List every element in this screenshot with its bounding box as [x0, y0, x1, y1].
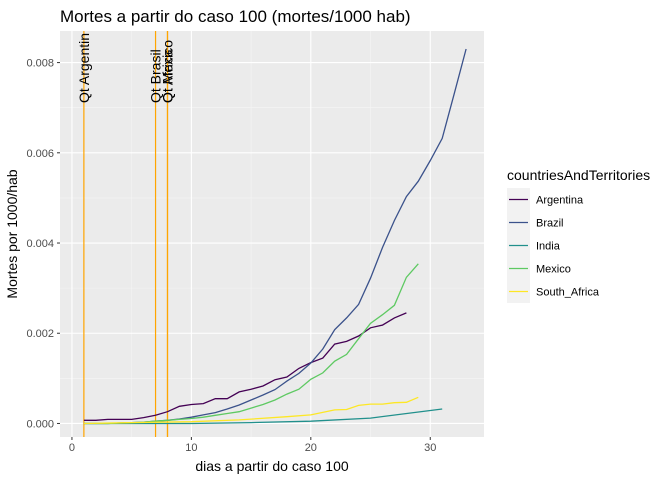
x-tick-label: 30 [424, 442, 436, 454]
legend-label: South_Africa [536, 287, 600, 299]
legend-label: Mexico [536, 264, 571, 276]
y-tick-label: 0.006 [26, 148, 54, 160]
vline-label: Qt Mexico [159, 40, 175, 103]
y-tick-label: 0.000 [26, 418, 54, 430]
legend-label: India [536, 241, 561, 253]
plot-panel [60, 31, 484, 437]
series-line-argentina [83, 312, 407, 421]
chart-title: Mortes a partir do caso 100 (mortes/1000… [60, 7, 411, 26]
legend-label: Argentina [536, 195, 584, 207]
series-line-south_africa [83, 396, 419, 425]
y-axis: 0.000 0.002 0.004 0.006 0.008 [26, 58, 60, 430]
vline-label: Qt Brasil [148, 49, 164, 103]
x-tick-label: 0 [69, 442, 75, 454]
y-tick-label: 0.002 [26, 328, 54, 340]
vline-label: Qt Argentin [76, 33, 92, 103]
x-tick-label: 10 [185, 442, 197, 454]
x-tick-label: 20 [305, 442, 317, 454]
series-line-india [83, 408, 443, 425]
y-tick-label: 0.004 [26, 238, 54, 250]
legend-label: Brazil [536, 218, 564, 230]
x-axis: 0 10 20 30 [69, 437, 436, 454]
legend: countriesAndTerritories Argentina Brazil I… [507, 167, 650, 303]
y-axis-title: Mortes por 1000/hab [4, 169, 20, 298]
x-axis-title: dias a partir do caso 100 [195, 458, 349, 474]
y-tick-label: 0.008 [26, 58, 54, 70]
series-lines [83, 48, 467, 425]
legend-title: countriesAndTerritories [507, 167, 650, 183]
